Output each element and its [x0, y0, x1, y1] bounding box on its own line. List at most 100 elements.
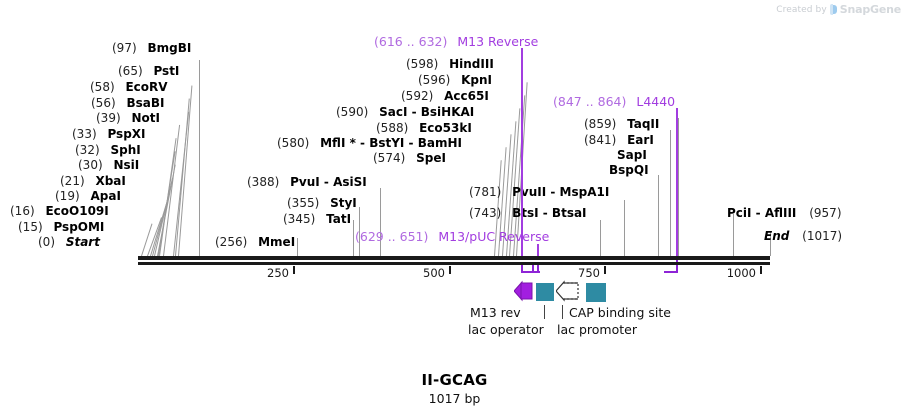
feature-label-cap-binding-site[interactable]: CAP binding site [569, 305, 671, 320]
primer-bracket-m13-reverse [521, 265, 523, 273]
axis-tick-label-750: 750 [578, 266, 600, 280]
site-name: HindIII [449, 57, 494, 71]
site-label[interactable]: (21) XbaI [60, 175, 126, 187]
primer-label-l4440[interactable]: (847 .. 864) L4440 [553, 95, 675, 108]
site-label[interactable]: (30) NsiI [78, 159, 139, 171]
site-position: (781) [469, 185, 502, 199]
primer-name: M13/pUC Reverse [438, 229, 550, 244]
site-name: MmeI [258, 235, 296, 249]
site-name: SphI [110, 143, 141, 157]
primer-range: (629 .. 651) [355, 229, 429, 244]
site-label[interactable]: (590) SacI - BsiHKAI [336, 106, 474, 118]
site-label[interactable]: (743) BtsI - BtsaI [469, 207, 587, 219]
site-name: EcoRV [125, 80, 168, 94]
feature-label-lac-promoter[interactable]: lac promoter [557, 322, 637, 337]
site-label[interactable]: (19) ApaI [55, 190, 121, 202]
site-name: EarI [627, 133, 654, 147]
site-label[interactable]: PciI - AflIII (957) [727, 207, 842, 219]
site-label[interactable]: (596) KpnI [418, 74, 492, 86]
site-label[interactable]: (859) TaqII [584, 118, 659, 130]
snapgene-watermark: Created by SnapGene [776, 3, 901, 16]
feature-cap-binding-site-box[interactable] [586, 283, 606, 302]
site-name: TaqII [627, 117, 660, 131]
site-position: (30) [78, 158, 103, 172]
site-label[interactable]: (32) SphI [75, 144, 141, 156]
feature-tick-lac-operator [544, 305, 545, 319]
site-label[interactable]: (574) SpeI [373, 152, 446, 164]
site-position: (859) [584, 117, 617, 131]
site-position: (65) [118, 64, 143, 78]
site-position: (56) [91, 96, 116, 110]
primer-range: (616 .. 632) [374, 34, 448, 49]
site-label[interactable]: (355) StyI [287, 197, 357, 209]
axis-tick-1000 [760, 266, 762, 274]
watermark-prefix: Created by [776, 4, 827, 15]
site-name: PspXI [107, 127, 146, 141]
axis-tick-500 [449, 266, 451, 274]
site-name: SapI [617, 148, 647, 162]
site-position: (590) [336, 105, 369, 119]
primer-label-m13-reverse[interactable]: (616 .. 632) M13 Reverse [374, 35, 538, 48]
site-name: PstI [153, 64, 180, 78]
site-label[interactable]: (841) EarI [584, 134, 654, 146]
site-label[interactable]: (592) Acc65I [401, 90, 489, 102]
site-position: (1017) [802, 229, 843, 243]
feature-lac-promoter-arrow-icon[interactable] [556, 280, 582, 302]
site-name: SpeI [416, 151, 446, 165]
site-position: (32) [75, 143, 100, 157]
site-label[interactable]: (781) PvuII - MspA1I [469, 186, 609, 198]
primer-bracket-m13puc-reverse [537, 265, 539, 273]
primer-leader-m13puc-reverse [537, 244, 539, 256]
site-name: StyI [330, 196, 357, 210]
site-position: (97) [112, 41, 137, 55]
site-name: PvuI - AsiSI [290, 175, 367, 189]
site-label[interactable]: (15) PspOMI [18, 221, 104, 233]
site-position: (345) [283, 212, 316, 226]
sequence-backbone-top [138, 256, 770, 260]
site-name: MflI * - BstYI - BamHI [320, 136, 462, 150]
site-position: (592) [401, 89, 434, 103]
primer-name: M13 Reverse [457, 34, 539, 49]
site-position: (58) [90, 80, 115, 94]
site-label[interactable]: (598) HindIII [406, 58, 494, 70]
primer-label-m13puc-reverse[interactable]: (629 .. 651) M13/pUC Reverse [355, 230, 549, 243]
feature-lac-operator-box[interactable] [536, 283, 554, 301]
axis-tick-label-250: 250 [267, 266, 289, 280]
feature-label-m13-rev[interactable]: M13 rev [470, 305, 521, 320]
primer-range: (847 .. 864) [553, 94, 627, 109]
site-name: End [764, 229, 790, 243]
site-name: NotI [131, 111, 160, 125]
site-label[interactable]: (588) Eco53kI [376, 122, 472, 134]
axis-tick-label-1000: 1000 [726, 266, 756, 280]
site-name: PvuII - MspA1I [512, 185, 610, 199]
feature-label-lac-operator[interactable]: lac operator [468, 322, 544, 337]
primer-bracket-l4440-bar [664, 271, 677, 273]
site-label[interactable]: (58) EcoRV [90, 81, 168, 93]
site-name: Start [65, 235, 100, 249]
site-label[interactable]: (56) BsaBI [91, 97, 164, 109]
primer-name: L4440 [636, 94, 676, 109]
site-label[interactable]: (0) Start [38, 236, 100, 248]
site-label[interactable]: BspQI [609, 164, 649, 176]
site-position: (596) [418, 73, 451, 87]
page-title: II-GCAG [421, 371, 488, 389]
site-label[interactable]: (16) EcoO109I [10, 205, 109, 217]
site-label[interactable]: (580) MflI * - BstYI - BamHI [277, 137, 462, 149]
site-name: KpnI [461, 73, 493, 87]
site-position: (580) [277, 136, 310, 150]
site-label[interactable]: (256) MmeI [215, 236, 295, 248]
site-label[interactable]: (345) TatI [283, 213, 351, 225]
site-name: EcoO109I [45, 204, 109, 218]
site-label[interactable]: (39) NotI [96, 112, 160, 124]
site-name: XbaI [95, 174, 126, 188]
site-label[interactable]: End (1017) [764, 230, 842, 242]
site-label[interactable]: (97) BmgBI [112, 42, 191, 54]
site-name: ApaI [90, 189, 121, 203]
site-label[interactable]: (33) PspXI [72, 128, 146, 140]
site-position: (256) [215, 235, 248, 249]
site-label[interactable]: (65) PstI [118, 65, 179, 77]
site-name: Acc65I [444, 89, 489, 103]
site-label[interactable]: SapI [617, 149, 647, 161]
feature-m13-rev-arrow-icon[interactable] [514, 280, 534, 302]
site-label[interactable]: (388) PvuI - AsiSI [247, 176, 367, 188]
